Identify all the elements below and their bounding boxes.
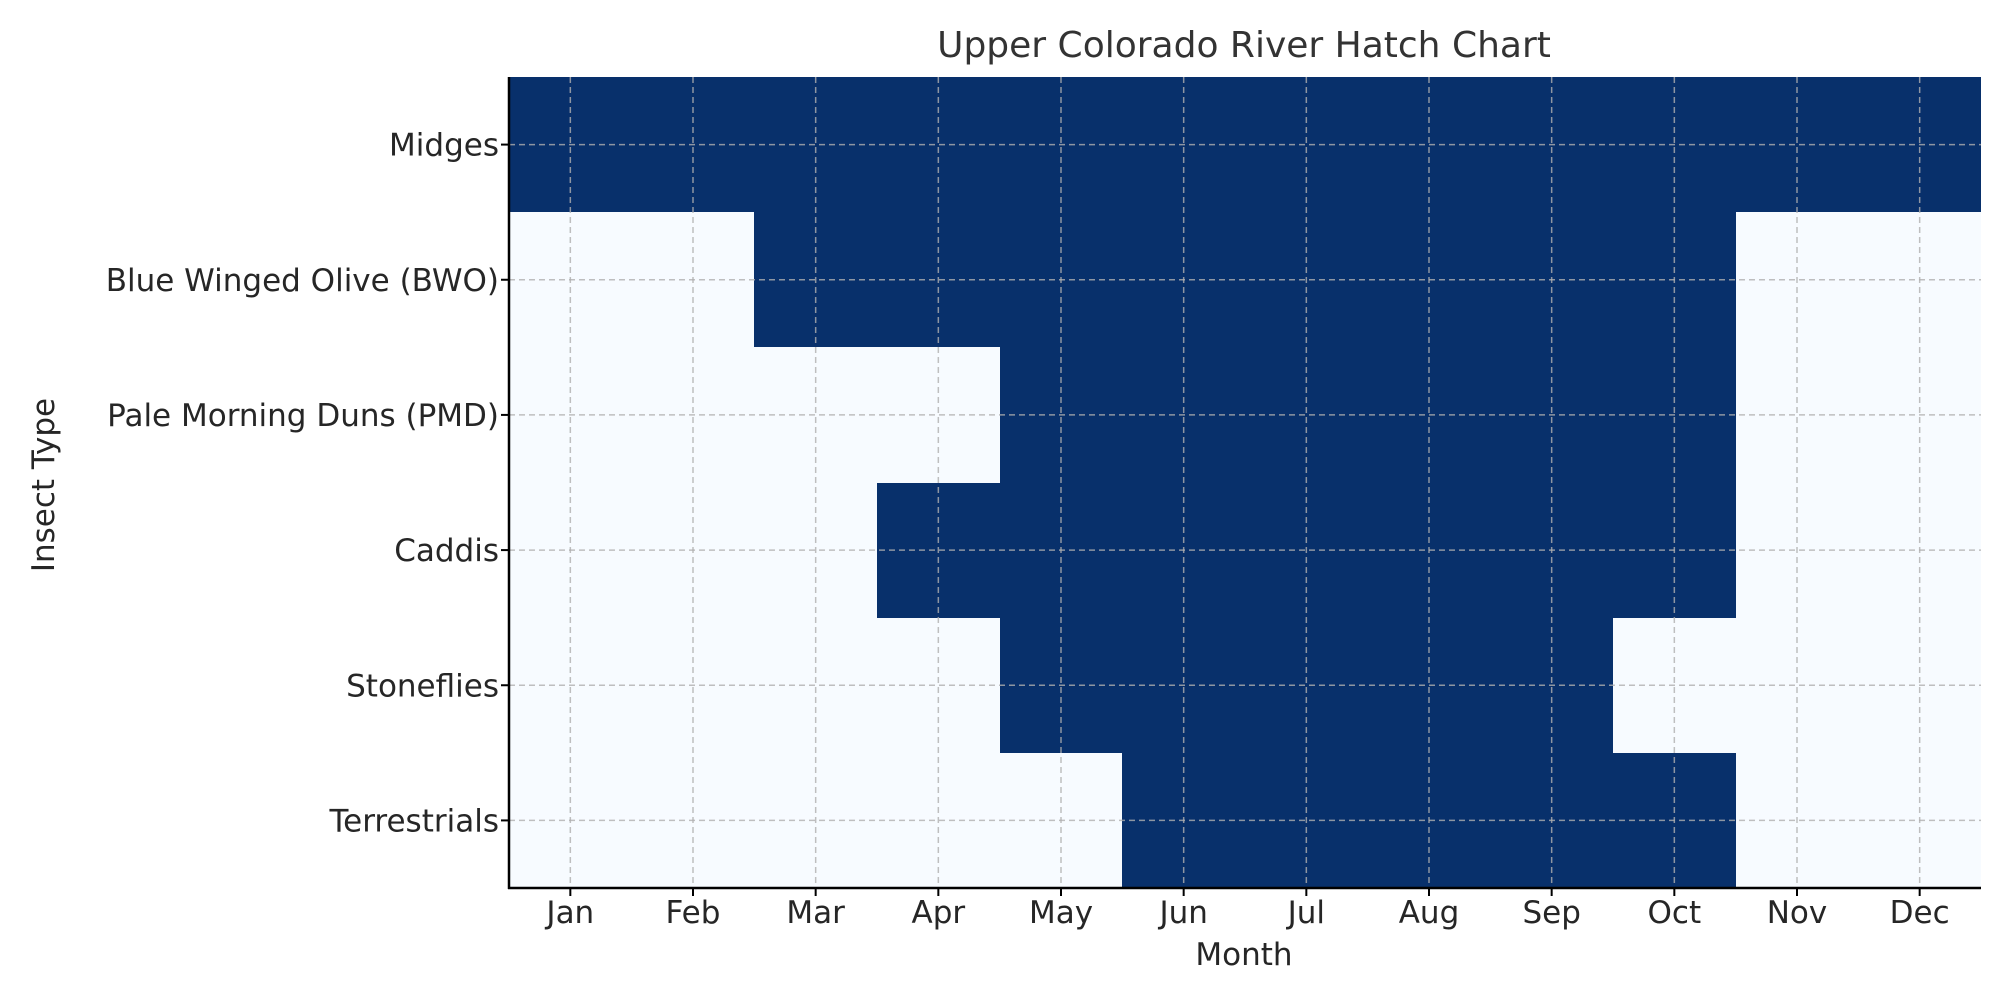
x-tick-label: Oct: [1648, 895, 1702, 931]
x-tick-label: Apr: [912, 895, 966, 931]
x-tick-label: Jul: [1286, 895, 1325, 931]
x-tick-label: May: [1029, 895, 1093, 931]
y-tick-label: Stoneflies: [346, 668, 499, 704]
y-tick-label: Caddis: [394, 533, 499, 569]
x-tick-label: Dec: [1890, 895, 1950, 931]
x-axis-label: Month: [1195, 937, 1292, 973]
x-tick-label: Sep: [1522, 895, 1580, 931]
x-tick-label: Jun: [1157, 895, 1207, 931]
y-axis-ticks: Midges Blue Winged Olive (BWO) Pale Mornin…: [106, 128, 509, 839]
x-tick-label: Aug: [1399, 895, 1460, 931]
gridlines: [509, 77, 1981, 888]
y-tick-label: Midges: [389, 128, 499, 164]
y-tick-label: Blue Winged Olive (BWO): [106, 263, 499, 299]
x-tick-label: Feb: [666, 895, 721, 931]
chart-title: Upper Colorado River Hatch Chart: [937, 25, 1551, 66]
x-tick-label: Jan: [544, 895, 594, 931]
x-tick-label: Nov: [1767, 895, 1828, 931]
y-tick-label: Terrestrials: [328, 803, 499, 839]
axes: [507, 77, 1981, 890]
y-axis-label: Insect Type: [26, 398, 62, 572]
x-tick-label: Mar: [786, 895, 845, 931]
heatmap-cells: [509, 77, 1981, 888]
x-axis-ticks: Jan Feb Mar Apr May Jun Jul Aug Sep Oct Nov Dec: [544, 888, 1950, 931]
y-tick-label: Pale Morning Duns (PMD): [107, 398, 499, 434]
